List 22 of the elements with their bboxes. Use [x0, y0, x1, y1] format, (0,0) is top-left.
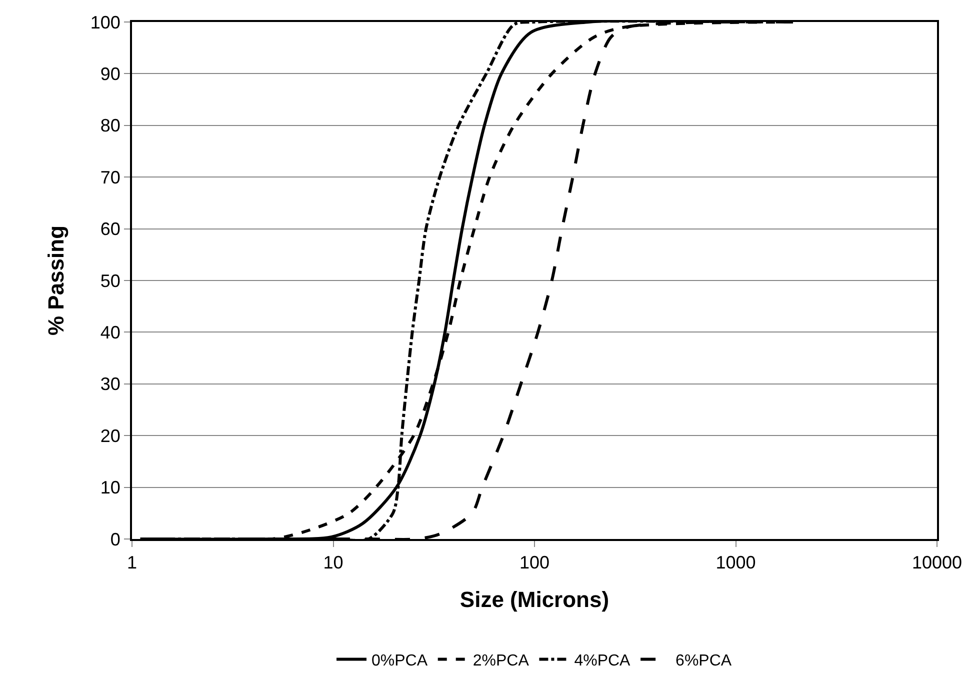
y-tick-label: 100 — [90, 12, 120, 32]
y-tick-label: 40 — [100, 322, 120, 342]
x-tick-label: 10 — [323, 552, 344, 573]
x-tick-label: 1000 — [716, 552, 756, 573]
y-axis-title: % Passing — [44, 225, 69, 336]
y-tick-label: 90 — [100, 64, 120, 84]
y-tick-label: 30 — [100, 374, 120, 394]
y-tick-label: 80 — [100, 116, 120, 136]
y-tick-label: 70 — [100, 167, 120, 188]
legend-label: 4%PCA — [574, 652, 631, 670]
x-tick-label: 1 — [126, 552, 138, 573]
y-tick-label: 60 — [100, 219, 120, 240]
x-tick-label: 100 — [519, 552, 550, 573]
x-axis-title: Size (Microns) — [460, 587, 610, 612]
y-tick-label: 50 — [100, 270, 120, 291]
legend-label: 0%PCA — [372, 652, 428, 670]
legend-label: 6%PCA — [676, 652, 732, 670]
x-tick-label: 10000 — [912, 552, 962, 573]
y-tick-label: 20 — [100, 426, 120, 446]
y-tick-label: 0 — [110, 529, 120, 550]
y-tick-label: 10 — [100, 478, 120, 498]
legend-label: 2%PCA — [472, 652, 530, 670]
